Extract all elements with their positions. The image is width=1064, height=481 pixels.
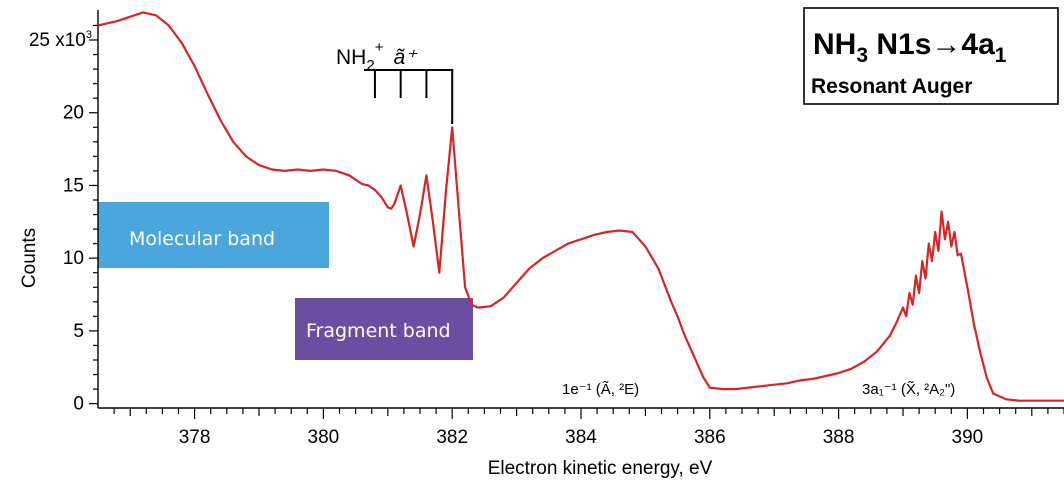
vib-label: NH2+ ã⁺ bbox=[336, 39, 418, 74]
title-part-b: N1s→4a bbox=[868, 28, 995, 61]
y-ticks: 0 5 10 15 20 25 x103 bbox=[29, 24, 98, 415]
title-box bbox=[803, 7, 1059, 105]
title-part-a: NH bbox=[813, 28, 856, 61]
y-tick-label: 0 bbox=[73, 394, 84, 415]
y-axis-title: Counts bbox=[19, 228, 40, 288]
x-tick-label: 388 bbox=[823, 427, 855, 448]
chart-subtitle: Resonant Auger bbox=[811, 75, 972, 98]
peak2-label: 3a₁⁻¹ (X̃, ²A₂") bbox=[862, 381, 955, 398]
y-tick-label: 5 bbox=[73, 321, 84, 342]
vib-label-sup: + bbox=[375, 39, 384, 56]
vib-label-state: ã⁺ bbox=[393, 46, 418, 69]
fragment-band-box bbox=[295, 298, 473, 360]
x-tick-label: 382 bbox=[436, 427, 468, 448]
x-tick-label: 386 bbox=[694, 427, 726, 448]
vib-label-sub: 2 bbox=[366, 57, 374, 74]
x-axis-title: Electron kinetic energy, eV bbox=[488, 458, 713, 479]
vibrational-comb bbox=[364, 69, 454, 124]
chart-title: NH3 N1s→4a1 bbox=[813, 28, 1007, 67]
fragment-band-label: Fragment band bbox=[306, 320, 451, 342]
title-sub-b: 1 bbox=[995, 44, 1007, 67]
x-tick-label: 378 bbox=[179, 427, 211, 448]
vib-label-base: NH bbox=[336, 46, 366, 69]
title-sub-a: 3 bbox=[856, 44, 868, 67]
x-tick-label: 390 bbox=[952, 427, 984, 448]
x-tick-label: 384 bbox=[565, 427, 597, 448]
y-tick-label: 10 bbox=[63, 248, 84, 269]
y-top-exponent: 3 bbox=[86, 29, 92, 41]
peak1-label: 1e⁻¹ (Ã, ²E) bbox=[562, 381, 639, 398]
y-tick-label: 25 x103 bbox=[29, 29, 92, 51]
series-line bbox=[97, 11, 1064, 402]
x-ticks: 378 380 382 384 386 388 390 bbox=[113, 408, 1064, 448]
y-tick-label: 20 bbox=[63, 103, 84, 124]
molecular-band-box bbox=[98, 202, 329, 268]
y-tick-label: 15 bbox=[63, 175, 84, 196]
x-tick-label: 380 bbox=[308, 427, 340, 448]
molecular-band-label: Molecular band bbox=[129, 228, 275, 250]
